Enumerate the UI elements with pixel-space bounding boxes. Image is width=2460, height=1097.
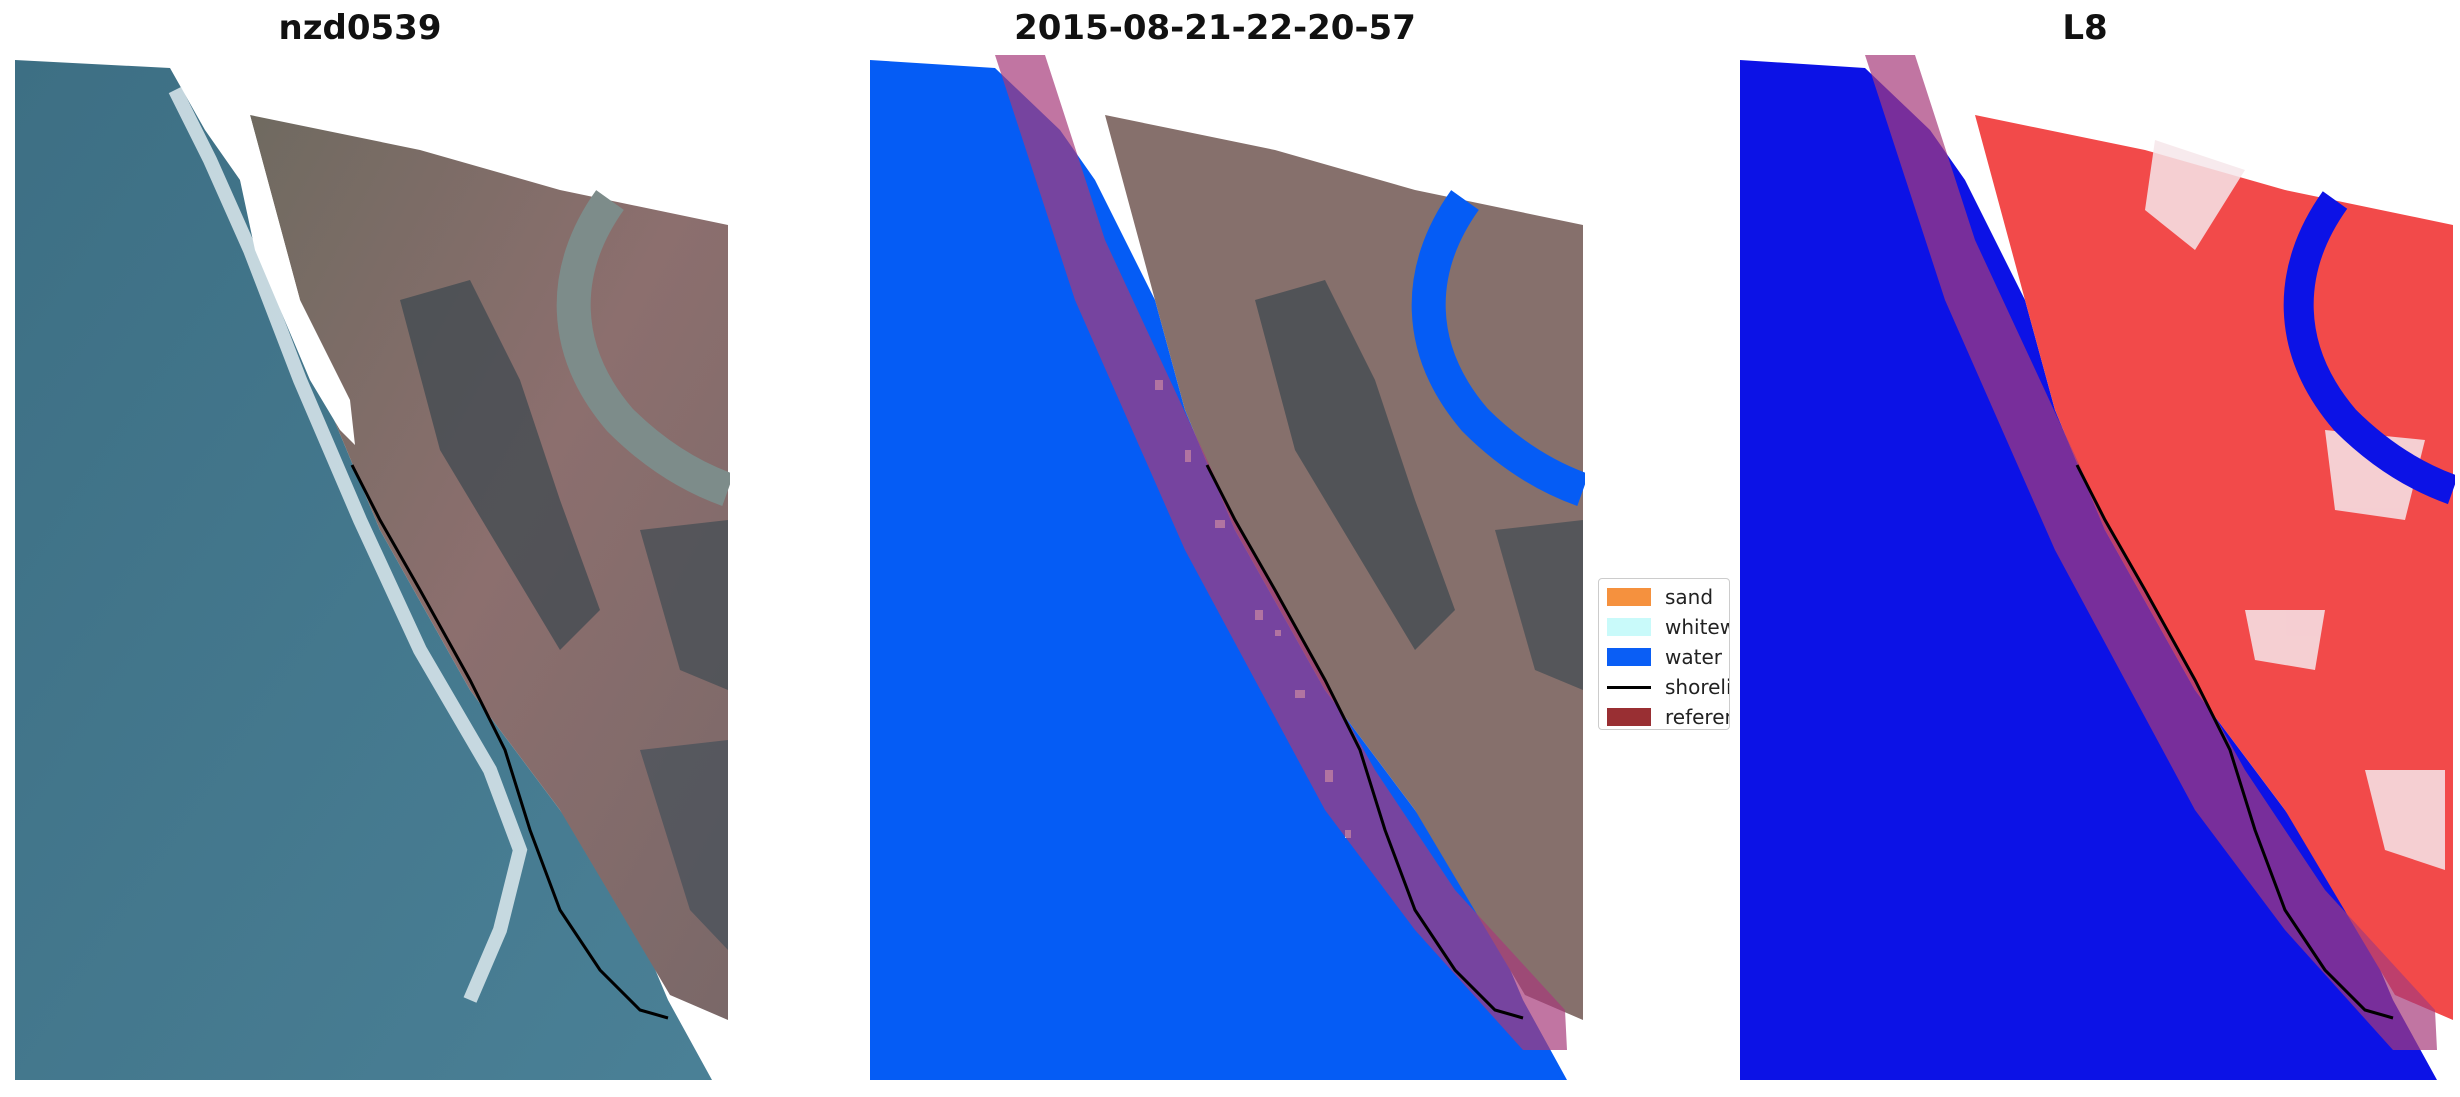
index-image: [1740, 55, 2455, 1080]
shoreline-line: [350, 464, 669, 1020]
legend-swatch-water: [1607, 648, 1651, 666]
river-water-class: [1411, 190, 1585, 507]
land-area: [250, 115, 728, 1020]
panel-title-index: L8: [2062, 8, 2108, 48]
shoreline-line: [1205, 464, 1524, 1020]
panel-title-rgb: nzd0539: [278, 8, 442, 48]
legend-item-sand: sand: [1607, 585, 1713, 609]
ocean-area: [15, 60, 712, 1080]
legend-swatch-sand: [1607, 588, 1651, 606]
legend-item-reference: reference: [1607, 705, 1729, 729]
legend-swatch-reference: [1607, 708, 1651, 726]
river-index: [2283, 191, 2455, 505]
legend-line-shoreline: [1607, 685, 1651, 689]
panel-index: L8: [1725, 0, 2455, 1097]
legend-item-shoreline: shoreline: [1607, 675, 1729, 699]
reference-buffer: [1865, 55, 2437, 1050]
panel-title-classified: 2015-08-21-22-20-57: [1014, 8, 1416, 48]
surf-zone: [168, 86, 528, 1003]
land-area: [1105, 115, 1583, 1020]
rgb-image: [15, 60, 730, 1080]
classified-image: [870, 55, 1585, 1080]
panel-rgb: nzd0539: [0, 0, 730, 1097]
reference-buffer: [995, 55, 1567, 1050]
legend-item-water: water: [1607, 645, 1722, 669]
legend-swatch-whitewater: [1607, 618, 1651, 636]
panel-classified: 2015-08-21-22-20-57: [855, 0, 1585, 1097]
index-land-area: [1975, 115, 2453, 1020]
river: [556, 190, 730, 507]
shoreline-line: [2075, 464, 2394, 1020]
